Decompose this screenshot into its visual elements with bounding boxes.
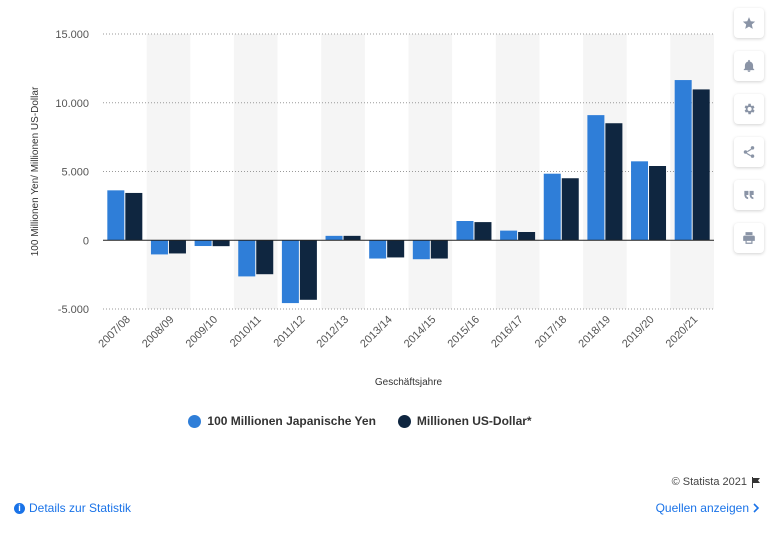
sidebar-toolbar bbox=[734, 8, 764, 266]
legend-item-yen[interactable]: 100 Millionen Japanische Yen bbox=[188, 414, 376, 428]
bar bbox=[500, 230, 518, 241]
details-link-label: Details zur Statistik bbox=[29, 501, 132, 515]
x-tick-label: 2015/16 bbox=[445, 314, 482, 351]
share-icon bbox=[743, 146, 755, 158]
bar bbox=[256, 240, 274, 275]
bar bbox=[168, 240, 186, 254]
bar bbox=[561, 178, 579, 241]
gear-icon bbox=[744, 103, 755, 115]
y-tick-label: 0 bbox=[83, 235, 89, 247]
x-tick-label: 2012/13 bbox=[315, 314, 352, 351]
print-button[interactable] bbox=[734, 223, 764, 253]
x-tick-label: 2013/14 bbox=[358, 314, 395, 351]
favorite-button[interactable] bbox=[734, 8, 764, 38]
legend-item-usd[interactable]: Millionen US-Dollar* bbox=[397, 414, 532, 428]
bell-icon bbox=[743, 59, 755, 72]
cite-button[interactable] bbox=[734, 180, 764, 210]
band-1 bbox=[146, 34, 191, 309]
bar bbox=[474, 222, 492, 241]
chevron-right-icon bbox=[753, 503, 760, 513]
x-tick-label: 2016/17 bbox=[489, 314, 526, 351]
copyright-text: © Statista 2021 bbox=[671, 476, 747, 488]
x-axis-title: Geschäftsjahre bbox=[375, 377, 443, 388]
bar bbox=[125, 192, 143, 241]
notification-button[interactable] bbox=[734, 51, 764, 81]
y-axis-title: 100 Millionen Yen/ Millionen US-Dollar bbox=[30, 86, 41, 256]
bar bbox=[325, 235, 343, 241]
sources-link[interactable]: Quellen anzeigen bbox=[656, 501, 761, 515]
bar bbox=[299, 240, 317, 300]
bar bbox=[194, 240, 212, 247]
bar bbox=[150, 240, 168, 255]
bar bbox=[107, 190, 125, 241]
bar bbox=[649, 166, 667, 241]
x-tick-label: 2017/18 bbox=[533, 314, 570, 351]
bar bbox=[387, 240, 405, 258]
legend: 100 Millionen Japanische Yen Millionen U… bbox=[0, 414, 720, 428]
print-icon bbox=[743, 232, 755, 244]
bar bbox=[343, 235, 361, 241]
sources-link-label: Quellen anzeigen bbox=[655, 501, 749, 515]
y-tick-label: 10.000 bbox=[55, 98, 89, 110]
x-tick-label: 2007/08 bbox=[96, 314, 133, 351]
legend-label-usd: Millionen US-Dollar* bbox=[416, 414, 532, 428]
bar bbox=[412, 240, 430, 260]
y-tick-label: -5.000 bbox=[58, 304, 89, 316]
y-tick-labels: -5.000 0 5.000 10.000 15.000 bbox=[55, 29, 89, 316]
bar bbox=[543, 173, 561, 241]
share-button[interactable] bbox=[734, 137, 764, 167]
star-icon bbox=[742, 17, 756, 29]
x-tick-label: 2018/19 bbox=[576, 314, 613, 351]
copyright: © Statista 2021 bbox=[672, 476, 761, 488]
bar bbox=[281, 240, 299, 304]
settings-button[interactable] bbox=[734, 94, 764, 124]
info-icon: i bbox=[14, 502, 25, 514]
x-tick-label: 2010/11 bbox=[228, 314, 264, 350]
x-tick-label: 2009/10 bbox=[184, 314, 221, 351]
x-tick-label: 2011/12 bbox=[271, 314, 307, 350]
x-tick-label: 2014/15 bbox=[402, 314, 439, 351]
bar bbox=[605, 123, 623, 241]
bars bbox=[107, 80, 710, 304]
y-tick-label: 15.000 bbox=[55, 29, 89, 41]
quote-icon bbox=[744, 190, 754, 200]
x-tick-label: 2020/21 bbox=[664, 314, 701, 351]
x-tick-label: 2008/09 bbox=[140, 314, 177, 351]
bar bbox=[430, 240, 448, 259]
legend-dot-usd bbox=[397, 414, 411, 428]
bar bbox=[674, 80, 692, 241]
x-tick-label: 2019/20 bbox=[620, 314, 657, 351]
legend-dot-yen bbox=[188, 414, 202, 428]
bar bbox=[587, 115, 605, 241]
bar bbox=[238, 240, 256, 277]
details-link[interactable]: i Details zur Statistik bbox=[14, 501, 131, 515]
flag-icon[interactable] bbox=[751, 476, 761, 488]
y-tick-label: 5.000 bbox=[61, 167, 89, 179]
bar bbox=[212, 240, 230, 247]
bar bbox=[369, 240, 387, 259]
x-tick-labels: 2007/08 2008/09 2009/10 2010/11 2011/12 2012/… bbox=[96, 314, 700, 351]
bar bbox=[456, 221, 474, 241]
bar bbox=[518, 232, 536, 241]
legend-label-yen: 100 Millionen Japanische Yen bbox=[207, 414, 376, 428]
bar bbox=[692, 89, 710, 241]
bar bbox=[631, 161, 649, 241]
